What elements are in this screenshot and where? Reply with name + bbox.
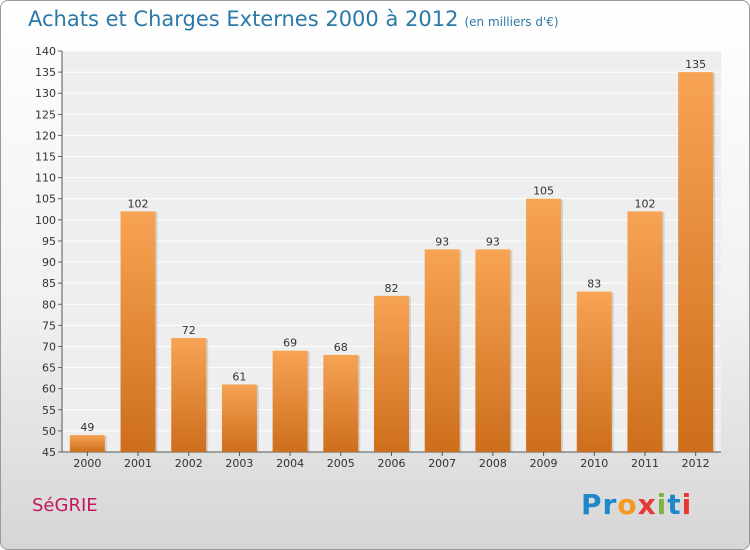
y-tick-label: 115 — [35, 151, 56, 164]
y-tick-label: 95 — [42, 235, 56, 248]
y-tick-label: 135 — [35, 66, 56, 79]
logo-letter: P — [581, 488, 603, 521]
data-label: 61 — [232, 370, 246, 383]
data-label: 68 — [334, 341, 348, 354]
bar — [576, 291, 612, 452]
bar — [475, 249, 511, 452]
y-tick-label: 80 — [42, 298, 56, 311]
data-label: 69 — [283, 337, 297, 350]
bar — [374, 295, 409, 452]
bar — [120, 211, 156, 452]
y-tick-label: 90 — [42, 256, 56, 269]
data-label: 93 — [486, 235, 500, 248]
y-tick-label: 130 — [35, 87, 56, 100]
data-label: 105 — [533, 185, 554, 198]
x-tick-label: 2011 — [631, 457, 659, 470]
y-tick-label: 50 — [42, 425, 56, 438]
x-tick-label: 2007 — [428, 457, 456, 470]
x-tick-label: 2006 — [378, 457, 406, 470]
logo-letter: r — [602, 488, 618, 521]
x-tick-label: 2005 — [327, 457, 355, 470]
x-tick-label: 2009 — [530, 457, 558, 470]
x-tick-label: 2001 — [124, 457, 152, 470]
bar — [171, 338, 207, 452]
bar — [678, 72, 714, 453]
x-tick-label: 2002 — [175, 457, 203, 470]
bar — [221, 384, 257, 452]
y-tick-label: 110 — [35, 172, 56, 185]
logo-letter: o — [617, 488, 638, 521]
bar — [526, 198, 562, 452]
proxiti-logo: Proxiti — [581, 488, 692, 521]
y-tick-label: 140 — [35, 45, 56, 58]
x-tick-label: 2003 — [225, 457, 253, 470]
data-label: 72 — [182, 324, 196, 337]
bar — [272, 350, 308, 452]
x-tick-label: 2008 — [479, 457, 507, 470]
data-label: 93 — [435, 235, 449, 248]
data-label: 83 — [587, 278, 601, 291]
data-label: 82 — [385, 282, 399, 295]
y-tick-label: 105 — [35, 193, 56, 206]
data-label: 49 — [80, 421, 94, 434]
y-tick-label: 45 — [42, 446, 56, 459]
logo-letter: x — [637, 488, 657, 521]
y-tick-label: 70 — [42, 340, 56, 353]
data-label: 102 — [128, 197, 149, 210]
y-tick-label: 85 — [42, 277, 56, 290]
bar — [627, 211, 663, 452]
y-tick-label: 125 — [35, 108, 56, 121]
logo-letter: i — [681, 488, 693, 521]
x-tick-label: 2012 — [682, 457, 710, 470]
x-tick-label: 2000 — [73, 457, 101, 470]
chart-subtitle: (en milliers d'€) — [464, 15, 559, 29]
y-tick-label: 75 — [42, 319, 56, 332]
commune-name: SéGRIE — [32, 495, 98, 516]
y-tick-label: 100 — [35, 214, 56, 227]
data-label: 135 — [685, 58, 706, 71]
y-tick-label: 55 — [42, 404, 56, 417]
bar — [323, 354, 359, 452]
bar — [424, 249, 460, 452]
logo-letter: t — [667, 488, 682, 521]
x-tick-label: 2004 — [276, 457, 304, 470]
y-tick-label: 65 — [42, 362, 56, 375]
logo-letter: i — [656, 488, 668, 521]
y-tick-label: 60 — [42, 383, 56, 396]
chart-title: Achats et Charges Externes 2000 à 2012 (e… — [28, 7, 559, 31]
y-tick-label: 120 — [35, 129, 56, 142]
bar — [69, 435, 105, 452]
chart-title-text: Achats et Charges Externes 2000 à 2012 — [28, 7, 459, 31]
data-label: 102 — [634, 197, 655, 210]
x-tick-label: 2010 — [580, 457, 608, 470]
